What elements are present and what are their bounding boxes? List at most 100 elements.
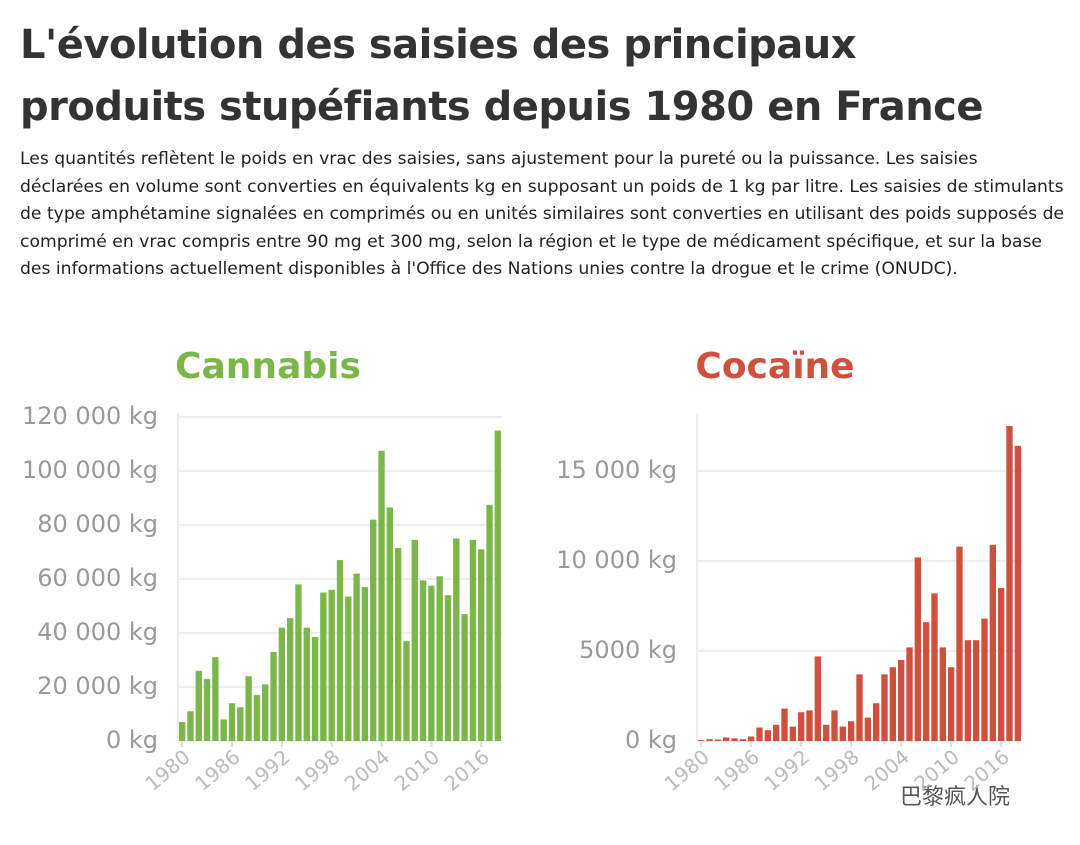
bar bbox=[923, 622, 930, 741]
bar bbox=[889, 667, 896, 741]
bar bbox=[756, 727, 763, 741]
bar bbox=[228, 703, 236, 741]
bar bbox=[931, 593, 938, 741]
bar bbox=[336, 560, 344, 741]
bar bbox=[698, 740, 705, 741]
bar bbox=[494, 430, 502, 741]
bar bbox=[187, 711, 194, 741]
y-tick-label: 0 kg bbox=[625, 726, 677, 754]
x-tick-label: 1998 bbox=[809, 745, 863, 796]
chart-title: Cannabis bbox=[175, 346, 361, 387]
bar bbox=[731, 738, 738, 741]
bar bbox=[881, 674, 888, 741]
bar bbox=[831, 710, 838, 741]
bar bbox=[295, 584, 302, 741]
bar bbox=[956, 546, 963, 741]
bar bbox=[806, 710, 813, 741]
bar bbox=[311, 637, 319, 741]
bar bbox=[973, 640, 980, 741]
x-tick-label: 1992 bbox=[240, 745, 294, 796]
y-tick-label: 15 000 kg bbox=[556, 456, 677, 484]
bar bbox=[764, 730, 771, 741]
bar bbox=[798, 712, 805, 741]
x-tick-label: 2010 bbox=[390, 745, 444, 796]
bar bbox=[906, 647, 913, 741]
bar bbox=[848, 721, 855, 741]
bar bbox=[773, 724, 780, 741]
bar bbox=[714, 739, 721, 741]
bar bbox=[1006, 426, 1013, 741]
bar bbox=[814, 656, 821, 741]
bar bbox=[998, 588, 1005, 741]
bar bbox=[789, 726, 796, 741]
bar bbox=[203, 678, 211, 741]
x-tick-label: 2016 bbox=[440, 745, 494, 796]
y-tick-label: 10 000 kg bbox=[556, 546, 677, 574]
bar bbox=[220, 719, 227, 741]
y-tick-label: 40 000 kg bbox=[37, 618, 158, 646]
bar bbox=[411, 539, 418, 741]
bar bbox=[739, 739, 746, 741]
bar bbox=[898, 660, 905, 741]
bar bbox=[706, 739, 713, 741]
bar bbox=[461, 614, 468, 741]
bar bbox=[262, 684, 269, 741]
watermark: 巴黎疯人院 bbox=[900, 785, 1010, 810]
bar bbox=[948, 667, 955, 741]
bar bbox=[723, 737, 730, 741]
x-tick-label: 1998 bbox=[290, 745, 344, 796]
bar bbox=[345, 596, 352, 741]
bar bbox=[914, 557, 921, 741]
bar bbox=[873, 703, 880, 741]
bar bbox=[212, 657, 219, 741]
y-tick-label: 60 000 kg bbox=[37, 564, 158, 592]
bar bbox=[781, 708, 788, 741]
bar bbox=[378, 450, 385, 741]
bar bbox=[278, 627, 286, 741]
bar bbox=[486, 504, 493, 741]
bar bbox=[939, 647, 946, 741]
x-tick-label: 2004 bbox=[340, 745, 394, 796]
bar bbox=[195, 670, 202, 741]
bar bbox=[328, 589, 335, 741]
bar bbox=[320, 592, 327, 741]
bar bbox=[478, 549, 485, 741]
bar bbox=[178, 722, 186, 741]
bar bbox=[394, 547, 402, 741]
bar bbox=[981, 618, 988, 741]
bar bbox=[469, 539, 477, 741]
chart-title: Cocaïne bbox=[695, 346, 854, 387]
x-tick-label: 1986 bbox=[709, 745, 763, 796]
y-tick-label: 20 000 kg bbox=[37, 672, 158, 700]
bar bbox=[286, 618, 294, 741]
bar bbox=[370, 519, 377, 741]
y-tick-label: 80 000 kg bbox=[37, 510, 158, 538]
page-subtitle: Les quantités reflètent le poids en vrac… bbox=[20, 149, 1065, 279]
bar bbox=[361, 587, 369, 741]
y-tick-label: 5000 kg bbox=[579, 636, 677, 664]
bar bbox=[303, 627, 310, 741]
bar bbox=[428, 585, 435, 741]
bar bbox=[864, 717, 871, 741]
bar bbox=[403, 641, 410, 741]
y-tick-label: 0 kg bbox=[106, 726, 158, 754]
bar bbox=[270, 651, 277, 741]
bar bbox=[823, 724, 830, 741]
page-title: L'évolution des saisies des principaux p… bbox=[20, 22, 984, 130]
bar bbox=[964, 640, 971, 741]
bar bbox=[1014, 445, 1021, 741]
y-tick-label: 100 000 kg bbox=[22, 456, 158, 484]
bar bbox=[419, 580, 427, 741]
bar bbox=[444, 595, 452, 741]
x-tick-label: 1986 bbox=[190, 745, 244, 796]
bar bbox=[453, 538, 460, 741]
bar bbox=[237, 707, 244, 741]
bar bbox=[253, 695, 261, 741]
bar bbox=[436, 576, 443, 741]
bar bbox=[989, 544, 996, 741]
bar bbox=[856, 674, 863, 741]
bar bbox=[353, 573, 360, 741]
y-tick-label: 120 000 kg bbox=[22, 402, 158, 430]
